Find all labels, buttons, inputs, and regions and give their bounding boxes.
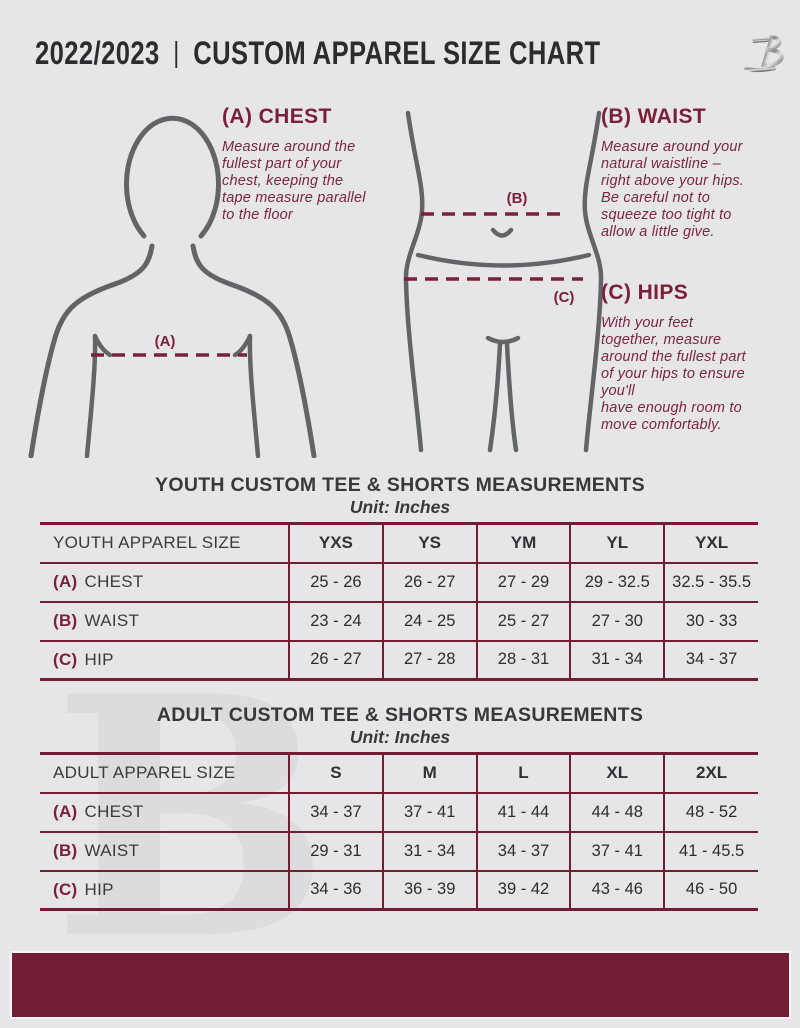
breakaway-b-monogram-icon bbox=[743, 35, 784, 73]
youth-size-col-ym: YM bbox=[475, 523, 571, 563]
youth-size-table: YOUTH APPAREL SIZE YXS YS YM YL YXL (A) C… bbox=[40, 522, 758, 681]
table-cell: 34 - 37 bbox=[663, 640, 758, 680]
row-key: (B) bbox=[53, 841, 78, 860]
table-cell: 39 - 42 bbox=[475, 870, 571, 910]
youth-waist-row: (B) WAIST 23 - 24 24 - 25 25 - 27 27 - 30… bbox=[40, 601, 758, 641]
row-label: WAIST bbox=[84, 841, 140, 860]
waist-hips-figure-illustration: (B) (C) bbox=[403, 110, 604, 453]
hips-heading: (C) HIPS bbox=[601, 281, 689, 304]
row-label: WAIST bbox=[84, 611, 140, 630]
watermark-b: B bbox=[52, 624, 331, 1012]
table-cell: 30 - 33 bbox=[663, 601, 758, 641]
table-cell: 32.5 - 35.5 bbox=[663, 562, 758, 602]
table-cell: 34 - 37 bbox=[475, 831, 571, 871]
hips-guide-text: (C) HIPS With your feet together, measur… bbox=[601, 281, 800, 434]
table-cell: 44 - 48 bbox=[569, 792, 665, 832]
youth-size-col-ys: YS bbox=[381, 523, 477, 563]
adult-size-col-m: M bbox=[381, 753, 477, 793]
row-key: (C) bbox=[53, 879, 78, 899]
measurement-label-cell: (C) HIP bbox=[40, 871, 289, 910]
chest-figure-illustration: (A) bbox=[28, 115, 317, 458]
adult-chest-row: (A) CHEST 34 - 37 37 - 41 41 - 44 44 - 48… bbox=[40, 792, 758, 832]
waist-marker-label: (B) bbox=[507, 190, 528, 207]
table-cell: 27 - 30 bbox=[569, 601, 665, 641]
youth-size-col-yxs: YXS bbox=[288, 523, 383, 563]
title-divider: | bbox=[173, 36, 180, 69]
brand-block: BREAKAWAY bbox=[742, 27, 800, 79]
chest-marker-label: (A) bbox=[155, 333, 176, 350]
adult-size-col-2xl: 2XL bbox=[663, 753, 758, 793]
adult-size-col-l: L bbox=[475, 753, 571, 793]
row-label: HIP bbox=[84, 649, 114, 669]
adult-unit-label: Unit: Inches bbox=[349, 727, 451, 747]
adult-size-col-xl: XL bbox=[569, 753, 665, 793]
table-cell: 46 - 50 bbox=[663, 870, 758, 910]
footer-bar bbox=[10, 951, 791, 1019]
youth-table-header-row: YOUTH APPAREL SIZE YXS YS YM YL YXL bbox=[40, 523, 758, 563]
table-cell: 29 - 32.5 bbox=[569, 562, 665, 602]
table-cell: 24 - 25 bbox=[381, 601, 477, 641]
table-cell: 27 - 28 bbox=[381, 640, 477, 680]
hips-marker-label: (C) bbox=[554, 289, 575, 306]
row-label: CHEST bbox=[84, 802, 144, 821]
youth-size-col-yl: YL bbox=[569, 523, 665, 563]
row-key: (A) bbox=[53, 802, 78, 821]
measurement-label-cell: (A) CHEST bbox=[40, 563, 289, 602]
adult-waist-row: (B) WAIST 29 - 31 31 - 34 34 - 37 37 - 41… bbox=[40, 831, 758, 871]
table-cell: 25 - 27 bbox=[475, 601, 571, 641]
table-cell: 25 - 26 bbox=[288, 562, 383, 602]
table-cell: 27 - 29 bbox=[475, 562, 571, 602]
chest-heading: (A) CHEST bbox=[222, 105, 332, 128]
row-key: (A) bbox=[53, 572, 78, 591]
adult-size-col-s: S bbox=[288, 753, 383, 793]
row-key: (B) bbox=[53, 611, 78, 630]
table-cell: 26 - 27 bbox=[381, 562, 477, 602]
measurement-label-cell: (B) WAIST bbox=[40, 832, 289, 871]
measurement-label-cell: (C) HIP bbox=[40, 641, 289, 680]
adult-section-title: ADULT CUSTOM TEE & SHORTS MEASUREMENTS bbox=[156, 704, 644, 726]
adult-size-header-label: ADULT APPAREL SIZE bbox=[53, 763, 236, 783]
table-cell: 48 - 52 bbox=[663, 792, 758, 832]
table-cell: 23 - 24 bbox=[288, 601, 383, 641]
chest-guide-text: (A) CHEST Measure around the fullest par… bbox=[222, 105, 422, 224]
table-cell: 34 - 37 bbox=[288, 792, 383, 832]
youth-hip-row: (C) HIP 26 - 27 27 - 28 28 - 31 31 - 34 3… bbox=[40, 640, 758, 680]
youth-size-header-label: YOUTH APPAREL SIZE bbox=[53, 533, 241, 553]
row-label: HIP bbox=[84, 879, 114, 899]
row-key: (C) bbox=[53, 649, 78, 669]
youth-section-title: YOUTH CUSTOM TEE & SHORTS MEASUREMENTS bbox=[155, 474, 645, 496]
page-header: 2022/2023 | CUSTOM APPAREL SIZE CHART bbox=[35, 28, 784, 78]
table-cell: 28 - 31 bbox=[475, 640, 571, 680]
adult-table-header-row: ADULT APPAREL SIZE S M L XL 2XL bbox=[40, 753, 758, 793]
measurement-label-cell: (A) CHEST bbox=[40, 793, 289, 832]
youth-chest-row: (A) CHEST 25 - 26 26 - 27 27 - 29 29 - 32… bbox=[40, 562, 758, 602]
chart-title: CUSTOM APPAREL SIZE CHART bbox=[193, 34, 601, 71]
season-label: 2022/2023 bbox=[35, 34, 160, 71]
table-cell: 31 - 34 bbox=[381, 831, 477, 871]
waist-heading: (B) WAIST bbox=[601, 105, 707, 128]
waist-description: Measure around your natural waistline – … bbox=[601, 139, 745, 240]
table-cell: 31 - 34 bbox=[569, 640, 665, 680]
table-cell: 41 - 45.5 bbox=[663, 831, 758, 871]
table-cell: 37 - 41 bbox=[381, 792, 477, 832]
table-cell: 34 - 36 bbox=[288, 870, 383, 910]
page-title: 2022/2023 | CUSTOM APPAREL SIZE CHART bbox=[35, 35, 601, 72]
table-cell: 29 - 31 bbox=[288, 831, 383, 871]
youth-unit-label: Unit: Inches bbox=[349, 497, 451, 517]
adult-hip-row: (C) HIP 34 - 36 36 - 39 39 - 42 43 - 46 4… bbox=[40, 870, 758, 910]
table-cell: 26 - 27 bbox=[288, 640, 383, 680]
waist-guide-text: (B) WAIST Measure around your natural wa… bbox=[601, 105, 796, 241]
table-cell: 43 - 46 bbox=[569, 870, 665, 910]
hips-description: With your feet together, measure around … bbox=[601, 315, 746, 433]
adult-size-table: ADULT APPAREL SIZE S M L XL 2XL (A) CHEST… bbox=[40, 752, 758, 911]
youth-size-col-yxl: YXL bbox=[663, 523, 758, 563]
chest-description: Measure around the fullest part of your … bbox=[222, 139, 366, 223]
table-cell: 41 - 44 bbox=[475, 792, 571, 832]
row-label: CHEST bbox=[84, 572, 144, 591]
table-cell: 36 - 39 bbox=[381, 870, 477, 910]
measurement-label-cell: (B) WAIST bbox=[40, 602, 289, 641]
measurement-guide: (A) (B) (C) (A) CHEST Measure around the… bbox=[0, 100, 800, 468]
table-cell: 37 - 41 bbox=[569, 831, 665, 871]
